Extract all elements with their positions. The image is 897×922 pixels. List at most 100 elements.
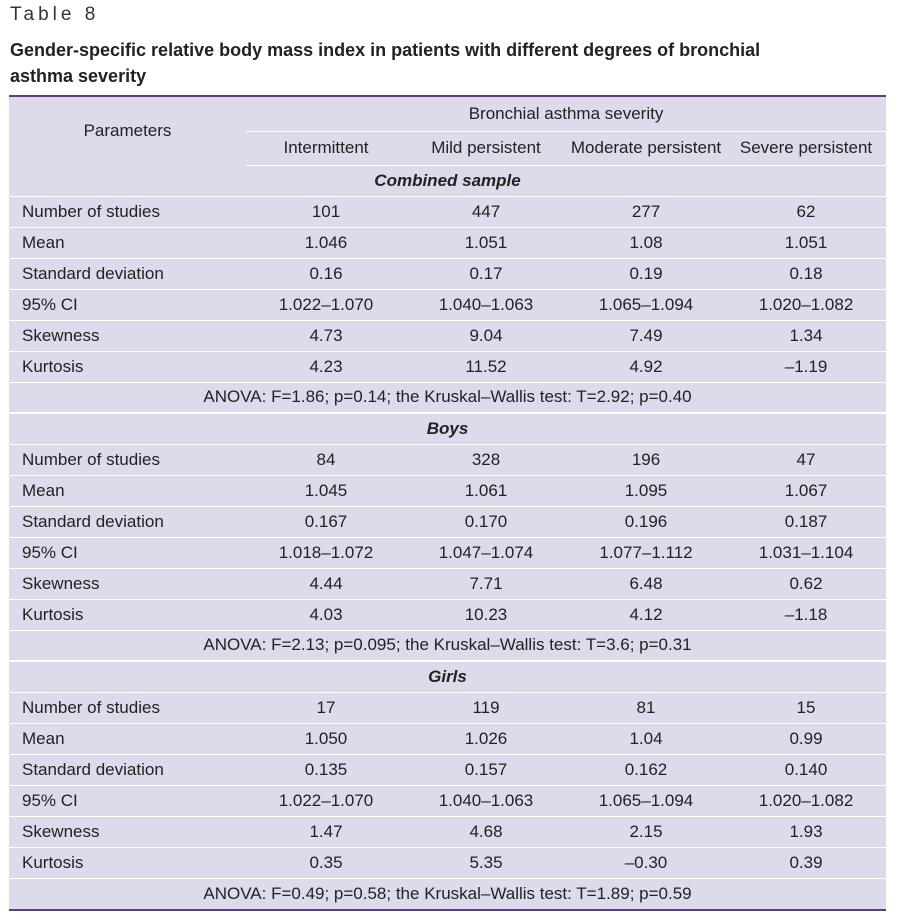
table-cell: 15: [726, 692, 887, 724]
table-cell: 17: [246, 692, 406, 724]
table-cell: 81: [566, 692, 726, 724]
section-row-combined: Combined sample: [9, 165, 887, 197]
table-cell: 0.157: [406, 754, 566, 786]
table-header: Parameters Bronchial asthma severity Int…: [9, 97, 887, 166]
table-cell: 0.140: [726, 754, 887, 786]
table-cell: 0.17: [406, 258, 566, 290]
table-cell: 4.44: [246, 568, 406, 600]
table-cell: 101: [246, 196, 406, 228]
row-label: Kurtosis: [9, 599, 246, 631]
table-cell: 0.35: [246, 847, 406, 879]
table-cell: 119: [406, 692, 566, 724]
table-cell: 9.04: [406, 320, 566, 352]
row-label: Standard deviation: [9, 258, 246, 290]
section-row-girls: Girls: [9, 661, 887, 693]
table-cell: 4.68: [406, 816, 566, 848]
table-row: 95% CI 1.018–1.072 1.047–1.074 1.077–1.112 1…: [9, 537, 887, 569]
table-cell: 4.23: [246, 351, 406, 383]
table-cell: 1.020–1.082: [726, 289, 887, 321]
table-cell: 4.92: [566, 351, 726, 383]
section-row-boys: Boys: [9, 413, 887, 445]
anova-row: ANOVA: F=2.13; p=0.095; the Kruskal–Wall…: [9, 630, 887, 662]
table-cell: 0.135: [246, 754, 406, 786]
header-col-intermittent: Intermittent: [246, 131, 406, 166]
header-severity-group: Bronchial asthma severity: [246, 97, 887, 132]
table-cell: 1.045: [246, 475, 406, 507]
anova-summary: ANOVA: F=1.86; p=0.14; the Kruskal–Walli…: [9, 382, 887, 414]
table-cell: 0.187: [726, 506, 887, 538]
table-cell: 62: [726, 196, 887, 228]
table-cell: 1.050: [246, 723, 406, 755]
row-label: Standard deviation: [9, 754, 246, 786]
table-row: Number of studies 84 328 196 47: [9, 444, 887, 476]
table-cell: –1.18: [726, 599, 887, 631]
table-caption: Gender-specific relative body mass index…: [10, 40, 761, 86]
row-label: 95% CI: [9, 537, 246, 569]
table-row: Standard deviation 0.167 0.170 0.196 0.187: [9, 506, 887, 538]
table-cell: 0.62: [726, 568, 887, 600]
anova-row: ANOVA: F=0.49; p=0.58; the Kruskal–Walli…: [9, 878, 886, 909]
row-label: Number of studies: [9, 692, 246, 724]
table-cell: 1.065–1.094: [566, 289, 726, 321]
section-title: Girls: [9, 661, 887, 693]
table-cell: 0.99: [726, 723, 887, 755]
section-title: Combined sample: [9, 165, 887, 197]
table-cell: 0.19: [566, 258, 726, 290]
data-table-container: Parameters Bronchial asthma severity Int…: [9, 95, 887, 911]
table-cell: 277: [566, 196, 726, 228]
table-cell: 0.16: [246, 258, 406, 290]
table-cell: 1.022–1.070: [246, 785, 406, 817]
table-cell: 6.48: [566, 568, 726, 600]
table-row: Kurtosis 4.03 10.23 4.12 –1.18: [9, 599, 887, 631]
table-cell: 1.077–1.112: [566, 537, 726, 569]
table-cell: 1.065–1.094: [566, 785, 726, 817]
table-cell: 1.018–1.072: [246, 537, 406, 569]
table-cell: 196: [566, 444, 726, 476]
row-label: Number of studies: [9, 444, 246, 476]
table-cell: 1.051: [406, 227, 566, 259]
table-cell: 1.040–1.063: [406, 785, 566, 817]
row-label: Skewness: [9, 816, 246, 848]
row-label: Mean: [9, 723, 246, 755]
table-row: Standard deviation 0.135 0.157 0.162 0.140: [9, 754, 887, 786]
table-cell: 1.046: [246, 227, 406, 259]
table-cell: 4.12: [566, 599, 726, 631]
table-cell: 2.15: [566, 816, 726, 848]
table-cell: 1.04: [566, 723, 726, 755]
table-cell: 4.03: [246, 599, 406, 631]
row-label: Standard deviation: [9, 506, 246, 538]
table-cell: 1.031–1.104: [726, 537, 887, 569]
table-cell: 1.047–1.074: [406, 537, 566, 569]
row-label: Mean: [9, 227, 246, 259]
table-cell: 0.170: [406, 506, 566, 538]
row-label: 95% CI: [9, 785, 246, 817]
header-col-severe: Severe persistent: [726, 131, 887, 166]
table-cell: 0.196: [566, 506, 726, 538]
row-label: Kurtosis: [9, 351, 246, 383]
table-cell: 4.73: [246, 320, 406, 352]
data-table: Parameters Bronchial asthma severity Int…: [9, 97, 887, 909]
table-cell: 1.34: [726, 320, 887, 352]
table-row: Skewness 4.73 9.04 7.49 1.34: [9, 320, 887, 352]
table-row: Kurtosis 4.23 11.52 4.92 –1.19: [9, 351, 887, 383]
table-cell: –1.19: [726, 351, 887, 383]
table-cell: 1.020–1.082: [726, 785, 887, 817]
header-col-moderate: Moderate persistent: [566, 131, 726, 166]
table-row: 95% CI 1.022–1.070 1.040–1.063 1.065–1.094 1…: [9, 289, 887, 321]
table-row: Mean 1.050 1.026 1.04 0.99: [9, 723, 887, 755]
table-row: Mean 1.046 1.051 1.08 1.051: [9, 227, 887, 259]
table-cell: 1.026: [406, 723, 566, 755]
table-cell: 5.35: [406, 847, 566, 879]
anova-summary: ANOVA: F=2.13; p=0.095; the Kruskal–Wall…: [9, 630, 887, 662]
table-cell: 447: [406, 196, 566, 228]
row-label: Mean: [9, 475, 246, 507]
row-label: Kurtosis: [9, 847, 246, 879]
table-cell: 1.095: [566, 475, 726, 507]
table-row: 95% CI 1.022–1.070 1.040–1.063 1.065–1.094 1…: [9, 785, 887, 817]
row-label: Number of studies: [9, 196, 246, 228]
table-cell: 1.051: [726, 227, 887, 259]
table-row: Number of studies 17 119 81 15: [9, 692, 887, 724]
table-cell: 0.167: [246, 506, 406, 538]
table-cell: 7.49: [566, 320, 726, 352]
table-cell: 1.067: [726, 475, 887, 507]
